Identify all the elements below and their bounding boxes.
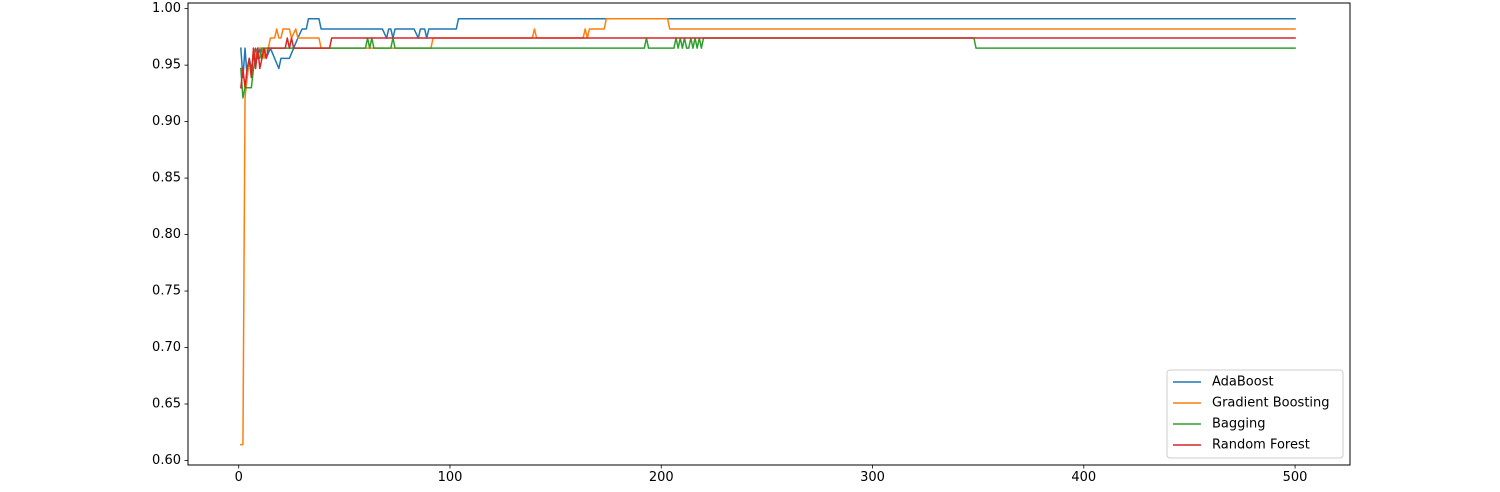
x-tick-label: 300 (860, 470, 885, 485)
x-tick-label: 500 (1283, 470, 1308, 485)
x-axis: 0 100 200 300 400 500 (235, 465, 1308, 485)
legend-box (1166, 369, 1344, 459)
y-tick-label: 0.90 (152, 114, 181, 129)
series-line-2 (240, 37, 1296, 99)
legend-label-0: AdaBoost (1212, 375, 1274, 390)
axes-frame (187, 2, 1351, 466)
legend-label-3: Random Forest (1212, 438, 1310, 453)
y-tick-label: 1.00 (152, 1, 181, 16)
legend-label-2: Bagging (1212, 417, 1266, 432)
series-line-3 (239, 37, 1296, 89)
x-tick-label: 400 (1071, 470, 1096, 485)
y-tick-label: 0.70 (152, 340, 181, 355)
y-axis: 0.60 0.65 0.70 0.75 0.80 0.85 0.90 0.95 1.00 (152, 1, 188, 468)
y-tick-label: 0.95 (152, 58, 181, 73)
y-tick-label: 0.85 (152, 171, 181, 186)
y-tick-label: 0.65 (152, 397, 181, 412)
series-layer (239, 18, 1296, 446)
y-tick-label: 0.80 (152, 227, 181, 242)
x-tick-label: 0 (235, 470, 243, 485)
legend: AdaBoost Gradient Boosting Bagging Random F… (1166, 369, 1344, 459)
x-tick-label: 100 (438, 470, 463, 485)
legend-label-1: Gradient Boosting (1212, 396, 1330, 411)
x-tick-label: 200 (649, 470, 674, 485)
y-tick-label: 0.60 (152, 453, 181, 468)
y-tick-label: 0.75 (152, 284, 181, 299)
